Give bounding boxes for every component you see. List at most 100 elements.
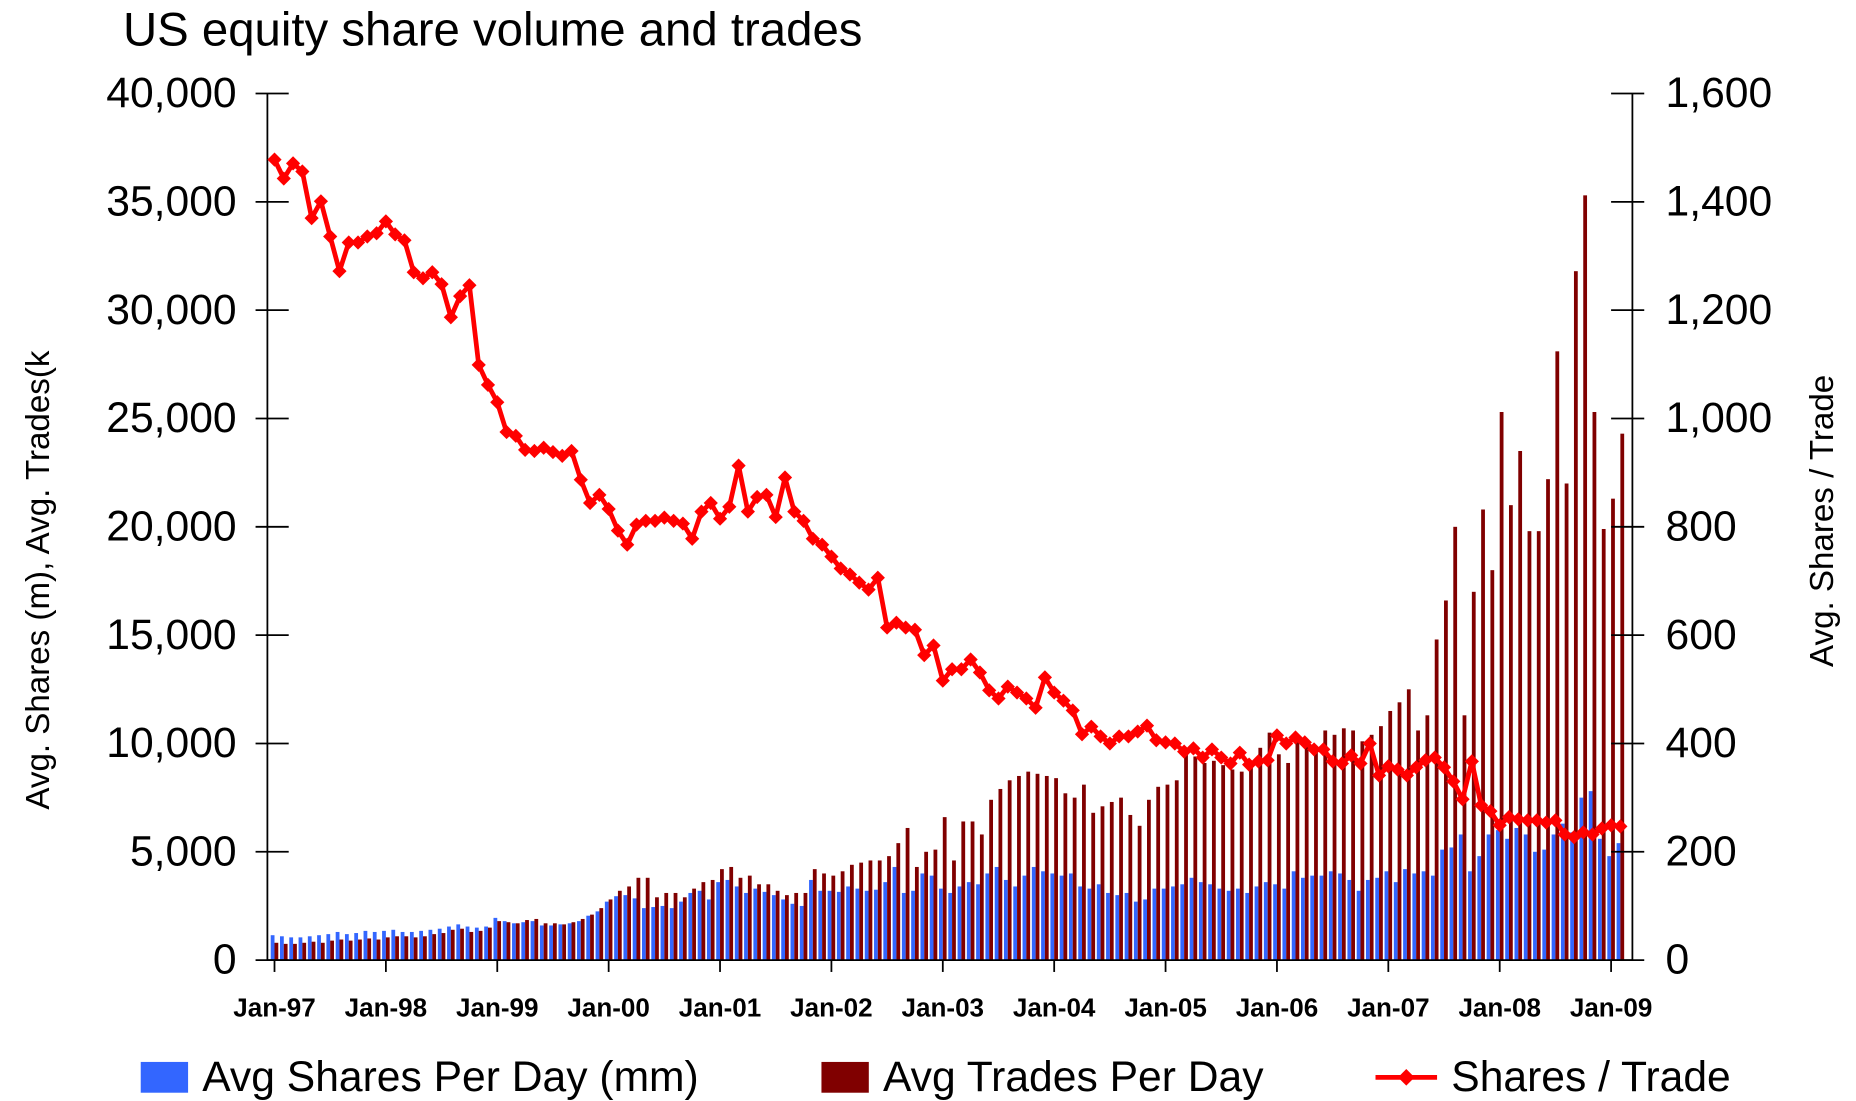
bar: [567, 923, 572, 961]
bar: [1319, 875, 1324, 961]
bar: [673, 892, 678, 961]
bar: [1082, 784, 1086, 961]
line-marker: [694, 504, 709, 519]
bar: [391, 929, 396, 961]
bar: [617, 890, 622, 961]
bar: [1607, 856, 1612, 961]
line-marker: [777, 470, 793, 485]
line-marker: [1195, 750, 1210, 765]
bar: [1551, 834, 1556, 961]
bar: [1379, 726, 1383, 961]
y2-axis-label: Avg. Shares / Trade: [1804, 375, 1841, 667]
bar: [771, 895, 776, 961]
bar: [781, 899, 786, 961]
x-tick-label: Jan-01: [679, 993, 761, 1023]
bar: [1304, 743, 1309, 961]
bar: [822, 873, 826, 961]
bar: [1087, 888, 1092, 961]
bar: [1174, 780, 1179, 961]
bar: [385, 937, 390, 961]
bar: [1347, 879, 1352, 961]
line-marker: [1112, 729, 1127, 744]
x-tick-label: Jan-06: [1236, 993, 1318, 1023]
line-marker: [935, 673, 950, 688]
y2-tick-label: 1,200: [1666, 286, 1773, 334]
bar: [521, 922, 526, 961]
bar: [1035, 773, 1040, 961]
line-marker: [1446, 774, 1461, 789]
line-marker: [1316, 742, 1331, 757]
bar: [1245, 892, 1250, 961]
bar: [1314, 747, 1318, 961]
line-marker: [573, 472, 588, 487]
bar: [1518, 450, 1523, 961]
line-marker: [341, 235, 356, 250]
bar: [428, 929, 433, 961]
line-marker: [1539, 815, 1554, 830]
line-marker: [1251, 754, 1266, 769]
bar: [1570, 832, 1574, 961]
bar: [326, 934, 331, 961]
bar: [725, 879, 730, 961]
line-marker: [1056, 693, 1071, 708]
bar: [812, 869, 817, 961]
line-marker: [453, 288, 468, 304]
bar: [487, 927, 492, 961]
line-marker: [1511, 812, 1526, 827]
bar: [1573, 271, 1578, 961]
bar: [506, 922, 511, 961]
bar: [1100, 806, 1105, 961]
line-marker: [480, 377, 496, 393]
bar: [400, 931, 405, 961]
bar: [1031, 866, 1036, 961]
bar: [911, 890, 915, 961]
line-marker: [1520, 813, 1535, 828]
bar: [358, 939, 362, 961]
bar: [293, 943, 297, 961]
bar: [1375, 877, 1380, 961]
bar: [785, 895, 789, 961]
line-marker: [350, 235, 366, 250]
line-marker: [787, 504, 802, 519]
bar: [441, 933, 446, 961]
line-marker: [1362, 736, 1377, 751]
bar: [1286, 762, 1291, 961]
line-marker: [1334, 756, 1350, 771]
bar: [1072, 797, 1077, 961]
bar: [577, 921, 581, 961]
line-marker: [833, 561, 848, 576]
bar: [465, 926, 470, 961]
bar: [530, 921, 535, 961]
bar: [354, 933, 359, 961]
bar: [1291, 871, 1296, 961]
bar: [1193, 756, 1198, 961]
bar: [799, 905, 804, 961]
bar: [623, 895, 628, 961]
line-marker: [1409, 760, 1424, 775]
bar: [1133, 901, 1138, 961]
bar: [1462, 715, 1467, 961]
line-marker: [675, 516, 691, 531]
x-tick-label: Jan-09: [1570, 993, 1652, 1023]
bar: [664, 892, 669, 961]
bar: [682, 897, 687, 961]
bar: [1453, 526, 1458, 961]
bar: [311, 941, 316, 961]
line-marker: [1548, 813, 1563, 828]
bar: [1198, 882, 1203, 961]
bar: [1416, 730, 1420, 961]
bar: [976, 884, 980, 961]
line-marker: [1603, 818, 1619, 833]
bar: [1091, 812, 1096, 961]
bar: [942, 817, 947, 961]
bar: [1221, 765, 1226, 961]
bar: [632, 898, 637, 961]
bar: [590, 914, 594, 961]
line-marker: [397, 233, 412, 248]
bar: [1017, 775, 1021, 961]
bar: [961, 821, 966, 961]
bar: [846, 886, 850, 961]
bar: [1384, 871, 1389, 961]
line-marker: [1167, 736, 1182, 751]
